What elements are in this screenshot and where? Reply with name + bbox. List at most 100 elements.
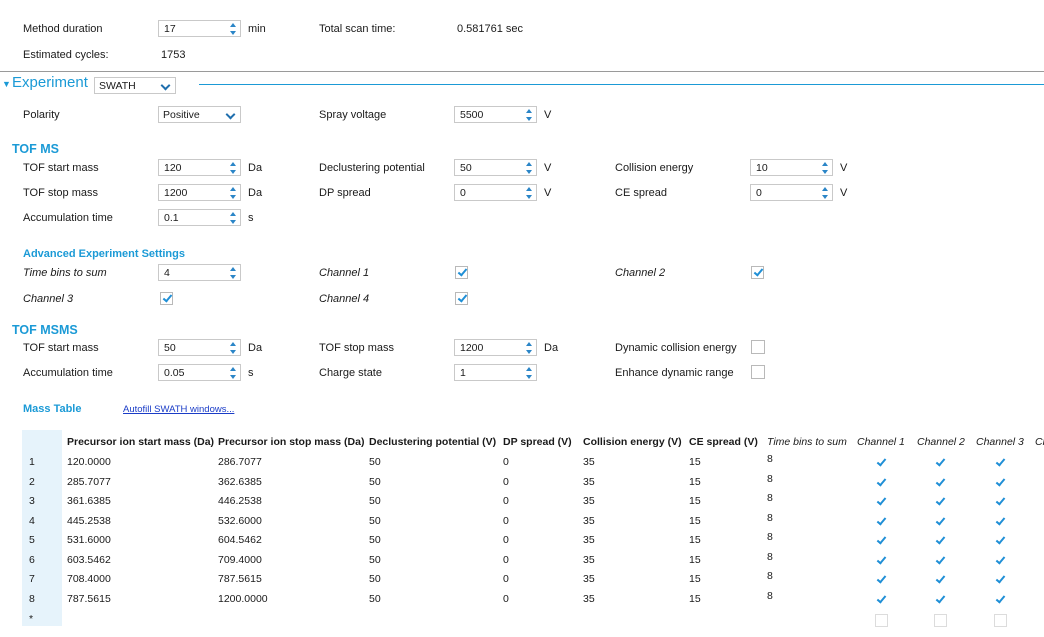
ce-spread-stepper[interactable]: 0: [750, 184, 833, 201]
spin-arrows-icon[interactable]: [525, 161, 534, 175]
declustering-cell[interactable]: 50: [369, 514, 381, 527]
col-header-channel-2[interactable]: Channel 2: [917, 436, 965, 448]
spin-arrows-icon[interactable]: [821, 186, 830, 200]
col-header-start-mass[interactable]: Precursor ion start mass (Da): [67, 436, 215, 448]
col-header-stop-mass[interactable]: Precursor ion stop mass (Da): [218, 436, 365, 448]
declustering-cell[interactable]: 50: [369, 456, 381, 468]
start-mass-cell[interactable]: 285.7077: [67, 475, 111, 488]
declustering-cell[interactable]: 50: [369, 553, 381, 566]
start-mass-cell[interactable]: 531.6000: [67, 534, 111, 546]
collision-energy-cell[interactable]: 35: [583, 534, 595, 546]
spin-arrows-icon[interactable]: [821, 161, 830, 175]
stop-mass-cell[interactable]: 1200.0000: [218, 592, 268, 605]
msms-accumulation-time-stepper[interactable]: 0.05: [158, 364, 241, 381]
col-header-time-bins[interactable]: Time bins to sum: [767, 436, 847, 448]
channel-1-checkbox[interactable]: [455, 266, 468, 279]
channel-1-cell-checkbox[interactable]: [875, 475, 888, 490]
dynamic-collision-energy-checkbox[interactable]: [751, 340, 765, 354]
channel-2-cell-checkbox[interactable]: [934, 456, 947, 470]
channel-3-checkbox[interactable]: [160, 292, 173, 305]
stop-mass-cell[interactable]: 362.6385: [218, 475, 262, 488]
spin-arrows-icon[interactable]: [525, 341, 534, 355]
col-header-channel-1[interactable]: Channel 1: [857, 436, 905, 448]
start-mass-cell[interactable]: 708.4000: [67, 573, 111, 585]
autofill-swath-link[interactable]: Autofill SWATH windows...: [123, 404, 235, 415]
ce-spread-cell[interactable]: 15: [689, 495, 701, 507]
channel-2-checkbox[interactable]: [751, 266, 764, 279]
channel-2-new-row-checkbox[interactable]: [934, 614, 947, 627]
experiment-type-select[interactable]: SWATH: [94, 77, 176, 94]
channel-2-cell-checkbox[interactable]: [934, 495, 947, 509]
stop-mass-cell[interactable]: 709.4000: [218, 553, 262, 566]
channel-3-cell-checkbox[interactable]: [994, 514, 1007, 529]
channel-2-cell-checkbox[interactable]: [934, 573, 947, 587]
ce-spread-cell[interactable]: 15: [689, 592, 701, 605]
channel-1-cell-checkbox[interactable]: [875, 553, 888, 568]
dp-spread-cell[interactable]: 0: [503, 534, 509, 546]
declustering-cell[interactable]: 50: [369, 573, 381, 585]
spin-arrows-icon[interactable]: [229, 341, 238, 355]
spin-arrows-icon[interactable]: [229, 366, 238, 380]
channel-3-cell-checkbox[interactable]: [994, 495, 1007, 509]
tof-start-mass-stepper[interactable]: 120: [158, 159, 241, 176]
dp-spread-cell[interactable]: 0: [503, 475, 509, 488]
dp-spread-cell[interactable]: 0: [503, 553, 509, 566]
time-bins-cell[interactable]: 8: [767, 570, 773, 582]
dp-spread-stepper[interactable]: 0: [454, 184, 537, 201]
channel-3-cell-checkbox[interactable]: [994, 592, 1007, 607]
time-bins-cell[interactable]: 8: [767, 589, 773, 602]
time-bins-cell[interactable]: 8: [767, 453, 773, 465]
collision-energy-cell[interactable]: 35: [583, 553, 595, 566]
channel-1-cell-checkbox[interactable]: [875, 456, 888, 470]
ce-spread-cell[interactable]: 15: [689, 534, 701, 546]
collision-energy-cell[interactable]: 35: [583, 456, 595, 468]
col-header-channel-4[interactable]: Ch: [1035, 436, 1044, 448]
ce-spread-cell[interactable]: 15: [689, 475, 701, 488]
spin-arrows-icon[interactable]: [229, 211, 238, 225]
channel-1-cell-checkbox[interactable]: [875, 514, 888, 529]
channel-1-cell-checkbox[interactable]: [875, 495, 888, 509]
time-bins-stepper[interactable]: 4: [158, 264, 241, 281]
time-bins-cell[interactable]: 8: [767, 492, 773, 504]
start-mass-cell[interactable]: 445.2538: [67, 514, 111, 527]
channel-3-cell-checkbox[interactable]: [994, 534, 1007, 548]
ce-spread-cell[interactable]: 15: [689, 553, 701, 566]
collision-energy-cell[interactable]: 35: [583, 475, 595, 488]
method-duration-stepper[interactable]: 17: [158, 20, 241, 37]
enhance-dynamic-range-checkbox[interactable]: [751, 365, 765, 379]
channel-3-cell-checkbox[interactable]: [994, 573, 1007, 587]
time-bins-cell[interactable]: 8: [767, 531, 773, 543]
spray-voltage-stepper[interactable]: 5500: [454, 106, 537, 123]
channel-2-cell-checkbox[interactable]: [934, 553, 947, 568]
ce-spread-cell[interactable]: 15: [689, 514, 701, 527]
msms-tof-stop-mass-stepper[interactable]: 1200: [454, 339, 537, 356]
channel-2-cell-checkbox[interactable]: [934, 592, 947, 607]
start-mass-cell[interactable]: 120.0000: [67, 456, 111, 468]
declustering-potential-stepper[interactable]: 50: [454, 159, 537, 176]
channel-3-new-row-checkbox[interactable]: [994, 614, 1007, 627]
col-header-collision-energy[interactable]: Collision energy (V): [583, 436, 682, 448]
start-mass-cell[interactable]: 361.6385: [67, 495, 111, 507]
spin-arrows-icon[interactable]: [525, 186, 534, 200]
time-bins-cell[interactable]: 8: [767, 511, 773, 524]
accumulation-time-stepper[interactable]: 0.1: [158, 209, 241, 226]
channel-1-cell-checkbox[interactable]: [875, 534, 888, 548]
ce-spread-cell[interactable]: 15: [689, 573, 701, 585]
channel-1-cell-checkbox[interactable]: [875, 573, 888, 587]
charge-state-stepper[interactable]: 1: [454, 364, 537, 381]
dp-spread-cell[interactable]: 0: [503, 592, 509, 605]
channel-3-cell-checkbox[interactable]: [994, 456, 1007, 470]
stop-mass-cell[interactable]: 604.5462: [218, 534, 262, 546]
channel-2-cell-checkbox[interactable]: [934, 534, 947, 548]
channel-2-cell-checkbox[interactable]: [934, 475, 947, 490]
collapse-arrow-icon[interactable]: ▼: [2, 79, 11, 89]
collision-energy-stepper[interactable]: 10: [750, 159, 833, 176]
declustering-cell[interactable]: 50: [369, 475, 381, 488]
dp-spread-cell[interactable]: 0: [503, 495, 509, 507]
spin-arrows-icon[interactable]: [229, 22, 238, 36]
collision-energy-cell[interactable]: 35: [583, 514, 595, 527]
col-header-declustering[interactable]: Declustering potential (V): [369, 436, 497, 448]
polarity-select[interactable]: Positive: [158, 106, 241, 123]
channel-3-cell-checkbox[interactable]: [994, 475, 1007, 490]
stop-mass-cell[interactable]: 286.7077: [218, 456, 262, 468]
